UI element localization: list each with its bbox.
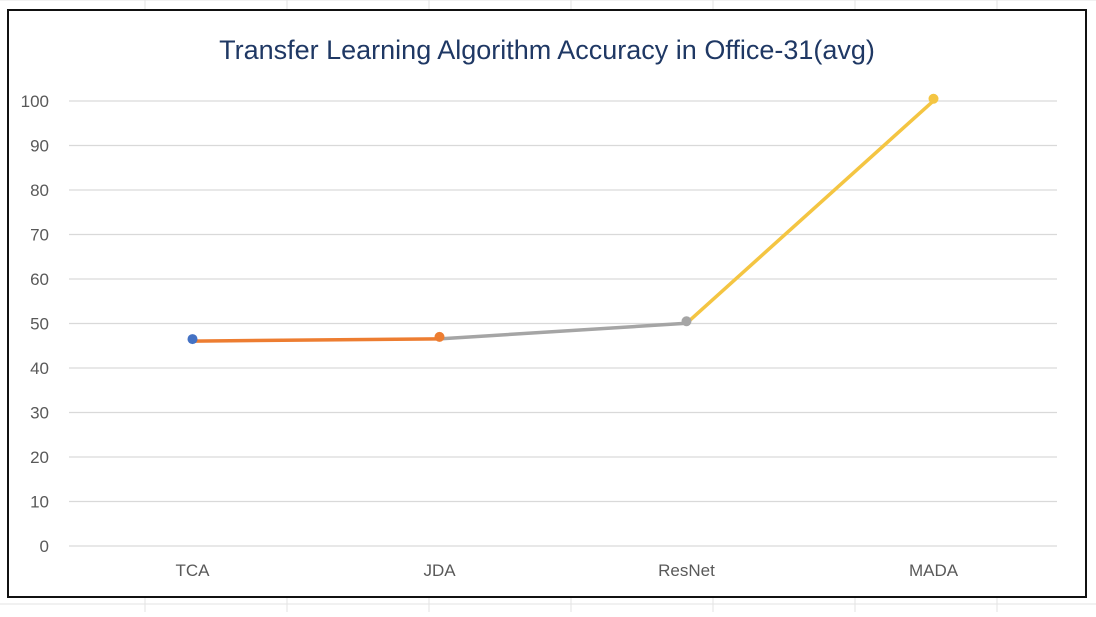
y-tick-label: 0 — [40, 537, 49, 556]
line-segment — [437, 321, 689, 341]
data-point — [681, 316, 692, 327]
line-segments — [190, 99, 936, 343]
y-tick-label: 100 — [21, 92, 49, 111]
line-chart: Transfer Learning Algorithm Accuracy in … — [21, 35, 1057, 580]
data-point — [928, 93, 939, 104]
data-point — [434, 331, 445, 342]
x-category-label: TCA — [176, 561, 211, 580]
gridlines — [69, 100, 1057, 547]
chart-title: Transfer Learning Algorithm Accuracy in … — [219, 35, 875, 65]
y-tick-label: 70 — [30, 226, 49, 245]
y-tick-label: 60 — [30, 270, 49, 289]
y-tick-label: 30 — [30, 404, 49, 423]
x-category-label: ResNet — [658, 561, 715, 580]
y-tick-label: 90 — [30, 137, 49, 156]
data-point — [187, 334, 198, 345]
x-category-label: MADA — [909, 561, 959, 580]
y-tick-label: 10 — [30, 493, 49, 512]
x-category-label: JDA — [423, 561, 456, 580]
y-tick-label: 50 — [30, 315, 49, 334]
chart-area[interactable]: Transfer Learning Algorithm Accuracy in … — [7, 9, 1087, 598]
y-tick-label: 40 — [30, 359, 49, 378]
data-points — [187, 93, 939, 345]
y-tick-label: 20 — [30, 448, 49, 467]
y-tick-label: 80 — [30, 181, 49, 200]
x-axis-category-labels: TCA JDA ResNet MADA — [176, 561, 959, 580]
line-segment — [684, 99, 936, 326]
line-segment — [190, 337, 442, 343]
y-axis-tick-labels: 0 10 20 30 40 50 60 70 80 90 100 — [21, 92, 49, 556]
